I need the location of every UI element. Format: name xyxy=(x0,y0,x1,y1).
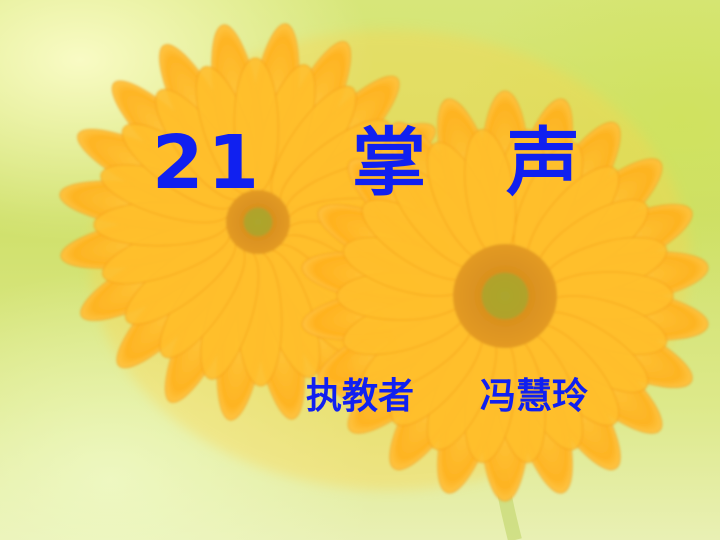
title-char-1: 掌 xyxy=(352,120,426,206)
right-flower xyxy=(301,90,709,502)
lesson-number: 21 xyxy=(152,120,263,206)
teacher-role-label: 执教者 xyxy=(306,376,415,417)
teacher-name: 冯慧玲 xyxy=(480,376,589,417)
lesson-title: 21 掌 声 xyxy=(0,118,720,208)
flower-center-core xyxy=(243,207,273,237)
flower-center-core xyxy=(481,272,529,320)
title-char-2: 声 xyxy=(506,120,580,206)
